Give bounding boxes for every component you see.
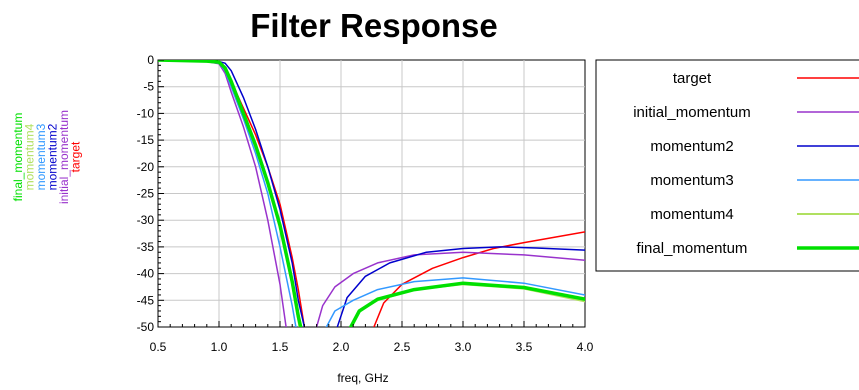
- y-label-momentum4: momentum4: [23, 123, 37, 190]
- y-label-target: target: [69, 141, 83, 172]
- x-tick-label: 2.0: [333, 340, 350, 354]
- plot-area: [157, 59, 586, 328]
- y-label-final-momentum: final_momentum: [11, 113, 25, 202]
- x-axis-label: freq, GHz: [337, 371, 388, 385]
- series-line-momentum3-2: [325, 277, 585, 327]
- y-tick-label: -45: [137, 293, 155, 307]
- y-label-momentum3: momentum3: [34, 123, 48, 190]
- x-tick-labels: 0.5 1.0 1.5 2.0 2.5 3.0 3.5 4.0: [150, 340, 594, 354]
- x-tick-label: 1.5: [272, 340, 289, 354]
- series-line-momentum2-2: [336, 246, 585, 327]
- legend-frame: [595, 59, 859, 272]
- y-label-momentum2: momentum2: [46, 123, 60, 190]
- x-tick-label: 2.5: [394, 340, 411, 354]
- series-line-initial-momentum-2: [315, 251, 585, 327]
- y-tick-label: -40: [137, 267, 155, 281]
- y-tick-label: -10: [137, 106, 155, 120]
- y-tick-labels: 0 -5 -10 -15 -20 -25 -30 -35 -40 -45 -50: [137, 53, 155, 334]
- legend-label-momentum3: momentum3: [650, 172, 733, 189]
- y-tick-label: -50: [137, 320, 155, 334]
- legend-label-final-momentum: final_momentum: [637, 240, 748, 257]
- y-axis-label-stack: final_momentummomentum4momentum3momentum…: [11, 110, 83, 204]
- x-tick-label: 1.0: [211, 340, 228, 354]
- legend-label-target: target: [673, 70, 712, 87]
- x-tick-label: 4.0: [577, 340, 594, 354]
- legend: target initial_momentum momentum2 momentum3…: [595, 59, 859, 272]
- chart-title: Filter Response: [250, 7, 498, 44]
- x-tick-label: 3.0: [455, 340, 472, 354]
- y-tick-label: -5: [143, 80, 154, 94]
- y-tick-label: -25: [137, 187, 155, 201]
- series-layer: [158, 60, 585, 327]
- y-tick-label: -20: [137, 160, 155, 174]
- y-tick-label: -35: [137, 240, 155, 254]
- y-tick-label: -30: [137, 213, 155, 227]
- x-tick-label: 3.5: [516, 340, 533, 354]
- y-label-initial-momentum: initial_momentum: [57, 110, 71, 204]
- series-line-final-momentum-1: [158, 60, 303, 327]
- y-tick-label: -15: [137, 133, 155, 147]
- series-line-final-momentum-2: [349, 281, 585, 327]
- x-tick-label: 0.5: [150, 340, 167, 354]
- axis-ticks: [157, 59, 586, 328]
- legend-label-momentum4: momentum4: [650, 206, 733, 223]
- legend-label-momentum2: momentum2: [650, 138, 733, 155]
- legend-label-initial-momentum: initial_momentum: [633, 104, 751, 121]
- y-tick-label: 0: [147, 53, 154, 67]
